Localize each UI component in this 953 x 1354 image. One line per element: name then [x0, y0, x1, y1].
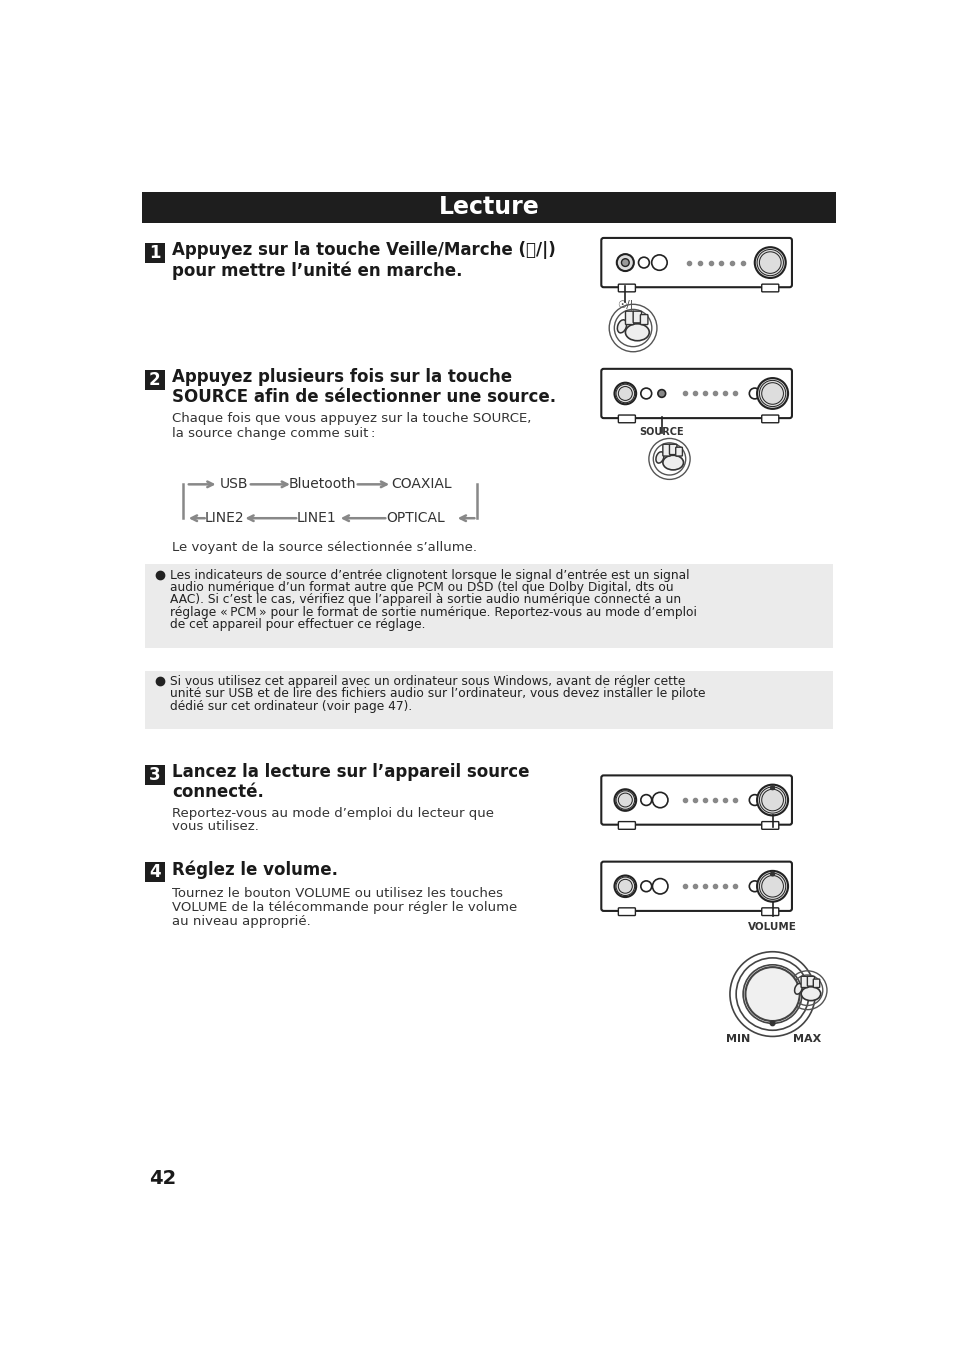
Ellipse shape: [617, 320, 626, 333]
FancyBboxPatch shape: [145, 862, 165, 883]
Text: USB: USB: [219, 478, 248, 492]
Circle shape: [754, 248, 785, 278]
Text: MAX: MAX: [793, 1033, 821, 1044]
Circle shape: [638, 257, 649, 268]
Circle shape: [640, 881, 651, 892]
Ellipse shape: [794, 983, 801, 994]
Text: Les indicateurs de source d’entrée clignotent lorsque le signal d’entrée est un : Les indicateurs de source d’entrée clign…: [171, 569, 689, 582]
Text: COAXIAL: COAXIAL: [391, 478, 452, 492]
Text: Appuyez plusieurs fois sur la touche: Appuyez plusieurs fois sur la touche: [172, 368, 512, 386]
Circle shape: [770, 785, 774, 789]
Ellipse shape: [662, 455, 682, 470]
FancyBboxPatch shape: [760, 907, 778, 915]
Text: SOURCE afin de sélectionner une source.: SOURCE afin de sélectionner une source.: [172, 389, 556, 406]
Ellipse shape: [801, 987, 820, 1001]
FancyBboxPatch shape: [633, 311, 640, 322]
Text: pour mettre l’unité en marche.: pour mettre l’unité en marche.: [172, 261, 462, 279]
Text: Chaque fois que vous appuyez sur la touche SOURCE,: Chaque fois que vous appuyez sur la touc…: [172, 413, 531, 425]
Text: LINE1: LINE1: [296, 512, 335, 525]
Circle shape: [614, 876, 636, 898]
Circle shape: [652, 879, 667, 894]
FancyBboxPatch shape: [801, 976, 807, 987]
Circle shape: [769, 1021, 774, 1025]
Text: Reportez-vous au mode d’emploi du lecteur que: Reportez-vous au mode d’emploi du lecteu…: [172, 807, 494, 819]
FancyBboxPatch shape: [600, 776, 791, 825]
Text: unité sur USB et de lire des fichiers audio sur l’ordinateur, vous devez install: unité sur USB et de lire des fichiers au…: [171, 688, 705, 700]
Text: Le voyant de la source sélectionnée s’allume.: Le voyant de la source sélectionnée s’al…: [172, 542, 476, 554]
Text: Si vous utilisez cet appareil avec un ordinateur sous Windows, avant de régler c: Si vous utilisez cet appareil avec un or…: [171, 674, 685, 688]
Text: Lancez la lecture sur l’appareil source: Lancez la lecture sur l’appareil source: [172, 764, 529, 781]
Circle shape: [652, 792, 667, 808]
Text: 4: 4: [149, 864, 160, 881]
Circle shape: [744, 967, 799, 1021]
Circle shape: [651, 255, 666, 271]
Circle shape: [760, 257, 771, 268]
FancyBboxPatch shape: [806, 976, 814, 986]
Circle shape: [757, 378, 787, 409]
Text: MIN: MIN: [725, 1033, 749, 1044]
FancyBboxPatch shape: [625, 311, 633, 325]
Circle shape: [640, 795, 651, 806]
Ellipse shape: [656, 452, 663, 463]
Circle shape: [748, 389, 760, 399]
Text: la source change comme suit :: la source change comme suit :: [172, 427, 375, 440]
Text: ☉/|: ☉/|: [617, 299, 633, 310]
Text: OPTICAL: OPTICAL: [386, 512, 445, 525]
Text: réglage « PCM » pour le format de sortie numérique. Reportez-vous au mode d’empl: réglage « PCM » pour le format de sortie…: [171, 605, 697, 619]
FancyBboxPatch shape: [662, 444, 670, 456]
FancyBboxPatch shape: [600, 368, 791, 418]
Text: 42: 42: [149, 1170, 175, 1189]
Circle shape: [757, 871, 787, 902]
Circle shape: [757, 784, 787, 815]
FancyBboxPatch shape: [618, 416, 635, 422]
FancyBboxPatch shape: [145, 242, 165, 263]
FancyBboxPatch shape: [145, 565, 832, 647]
Text: AAC). Si c’est le cas, vérifiez que l’appareil à sortie audio numérique connecté: AAC). Si c’est le cas, vérifiez que l’ap…: [171, 593, 680, 607]
FancyBboxPatch shape: [145, 670, 832, 730]
Circle shape: [614, 789, 636, 811]
Text: au niveau approprié.: au niveau approprié.: [172, 915, 311, 929]
Text: 1: 1: [149, 244, 160, 261]
FancyBboxPatch shape: [639, 314, 647, 325]
Text: 3: 3: [149, 765, 160, 784]
Circle shape: [614, 383, 636, 405]
FancyBboxPatch shape: [145, 370, 165, 390]
FancyBboxPatch shape: [600, 861, 791, 911]
Text: LINE2: LINE2: [205, 512, 244, 525]
Text: Tournez le bouton VOLUME ou utilisez les touches: Tournez le bouton VOLUME ou utilisez les…: [172, 887, 502, 900]
Circle shape: [748, 881, 760, 892]
Text: Appuyez sur la touche Veille/Marche (⏻/|): Appuyez sur la touche Veille/Marche (⏻/|…: [172, 241, 555, 259]
Text: Réglez le volume.: Réglez le volume.: [172, 860, 337, 879]
Text: VOLUME: VOLUME: [747, 922, 796, 932]
FancyBboxPatch shape: [669, 444, 677, 455]
Circle shape: [617, 255, 633, 271]
Circle shape: [620, 259, 629, 267]
Text: connecté.: connecté.: [172, 784, 264, 802]
Text: VOLUME de la télécommande pour régler le volume: VOLUME de la télécommande pour régler le…: [172, 902, 517, 914]
Text: 2: 2: [149, 371, 160, 389]
FancyBboxPatch shape: [618, 907, 635, 915]
FancyBboxPatch shape: [813, 979, 819, 987]
FancyBboxPatch shape: [760, 284, 778, 292]
FancyBboxPatch shape: [760, 416, 778, 422]
FancyBboxPatch shape: [618, 822, 635, 829]
Text: vous utilisez.: vous utilisez.: [172, 821, 258, 834]
FancyBboxPatch shape: [145, 765, 165, 784]
FancyBboxPatch shape: [618, 284, 635, 292]
FancyBboxPatch shape: [142, 192, 835, 222]
Text: audio numérique d’un format autre que PCM ou DSD (tel que Dolby Digital, dts ou: audio numérique d’un format autre que PC…: [171, 581, 674, 594]
FancyBboxPatch shape: [675, 447, 681, 456]
Circle shape: [748, 795, 760, 806]
Text: dédié sur cet ordinateur (voir page 47).: dédié sur cet ordinateur (voir page 47).: [171, 700, 413, 712]
Ellipse shape: [625, 324, 649, 341]
FancyBboxPatch shape: [760, 822, 778, 829]
Circle shape: [658, 390, 665, 397]
Text: de cet appareil pour effectuer ce réglage.: de cet appareil pour effectuer ce réglag…: [171, 617, 425, 631]
Text: Bluetooth: Bluetooth: [288, 478, 355, 492]
Circle shape: [640, 389, 651, 399]
Text: SOURCE: SOURCE: [639, 427, 683, 437]
Circle shape: [770, 872, 774, 876]
Text: Lecture: Lecture: [438, 195, 538, 219]
FancyBboxPatch shape: [600, 238, 791, 287]
